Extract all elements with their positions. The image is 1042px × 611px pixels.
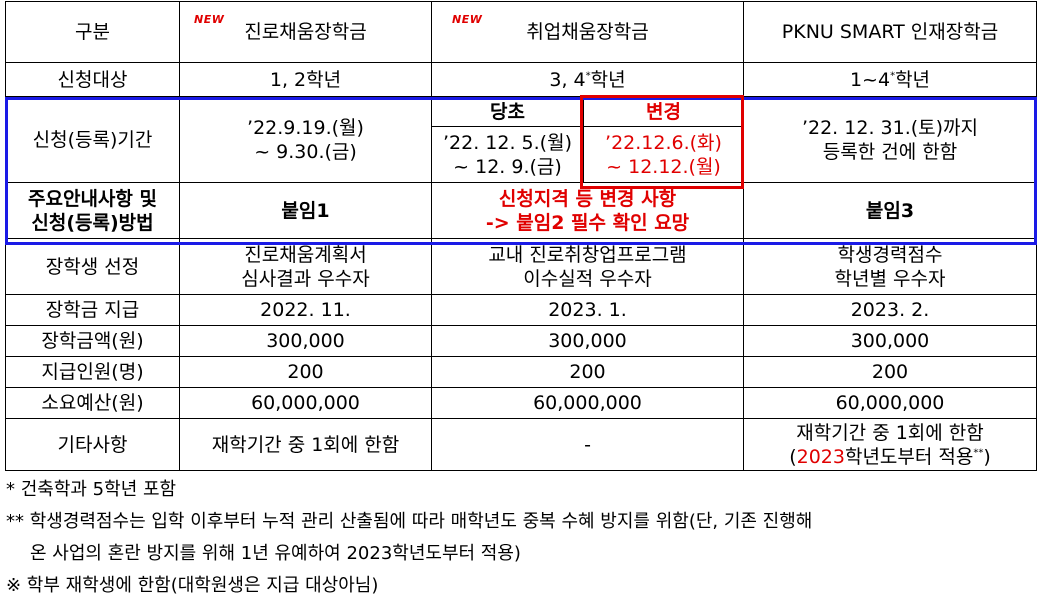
guide-employment: 신청지격 등 변경 사항 -> 붙임2 필수 확인 요망 — [431, 182, 744, 239]
new-tag: NEW — [194, 13, 225, 26]
scholarship-table: 구분 NEW 진로채움장학금 NEW 취업채움장학금 PKNU SMART 인재… — [5, 1, 1037, 471]
period-original-head: 당초 — [431, 96, 584, 127]
row-label-guide: 주요안내사항 및 신청(등록)방법 — [5, 182, 180, 239]
row-label-payment: 장학금 지급 — [5, 294, 180, 326]
row-label-count: 지급인원(명) — [5, 356, 180, 388]
amount-career: 300,000 — [179, 325, 432, 357]
guide-career: 붙임1 — [179, 182, 432, 239]
header-employment-label: 취업채움장학금 — [526, 21, 649, 43]
footnote-1: * 건축학과 5학년 포함 — [6, 479, 177, 500]
table-row: 소요예산(원) 60,000,000 60,000,000 60,000,000 — [5, 387, 1037, 419]
payment-career: 2022. 11. — [179, 294, 432, 326]
etc-smart: 재학기간 중 1회에 한함 (2023학년도부터 적용**) — [743, 418, 1037, 471]
selection-employment: 교내 진로취창업프로그램 이수실적 우수자 — [431, 238, 744, 295]
row-label-target: 신청대상 — [5, 62, 180, 97]
table-row: 장학금액(원) 300,000 300,000 300,000 — [5, 325, 1037, 357]
table-row: 신청(등록)기간 ’22.9.19.(월) ~ 9.30.(금) 당초 변경 ’2… — [5, 96, 1037, 183]
footnote-2: ** 학생경력점수는 입학 이후부터 누적 관리 산출됨에 따라 매학년도 중복… — [6, 511, 813, 532]
period-career: ’22.9.19.(월) ~ 9.30.(금) — [179, 96, 432, 183]
header-career-label: 진로채움장학금 — [244, 21, 367, 43]
budget-smart: 60,000,000 — [743, 387, 1037, 419]
row-label-period: 신청(등록)기간 — [5, 96, 180, 183]
table-row: 기타사항 재학기간 중 1회에 한함 - 재학기간 중 1회에 한함 (2023… — [5, 418, 1037, 471]
count-employment: 200 — [431, 356, 744, 388]
period-smart: ’22. 12. 31.(토)까지 등록한 건에 한함 — [743, 96, 1037, 183]
row-label-selection: 장학생 선정 — [5, 238, 180, 295]
table-row: 장학생 선정 진로채움계획서 심사결과 우수자 교내 진로취창업프로그램 이수실적 … — [5, 238, 1037, 295]
header-career-scholarship: NEW 진로채움장학금 — [179, 1, 432, 63]
budget-career: 60,000,000 — [179, 387, 432, 419]
payment-smart: 2023. 2. — [743, 294, 1037, 326]
etc-employment: - — [431, 418, 744, 471]
table-row: 지급인원(명) 200 200 200 — [5, 356, 1037, 388]
row-label-etc: 기타사항 — [5, 418, 180, 471]
period-changed: ’22.12.6.(화) ~ 12.12.(월) — [583, 126, 744, 183]
payment-employment: 2023. 1. — [431, 294, 744, 326]
period-original: ’22. 12. 5.(월) ~ 12. 9.(금) — [431, 126, 584, 183]
target-career: 1, 2학년 — [179, 62, 432, 97]
selection-smart: 학생경력점수 학년별 우수자 — [743, 238, 1037, 295]
new-tag: NEW — [452, 13, 483, 26]
selection-career: 진로채움계획서 심사결과 우수자 — [179, 238, 432, 295]
etc-career: 재학기간 중 1회에 한함 — [179, 418, 432, 471]
footnote-2-cont: 온 사업의 혼란 방지를 위해 1년 유예하여 2023학년도부터 적용) — [30, 543, 521, 564]
table-row: 장학금 지급 2022. 11. 2023. 1. 2023. 2. — [5, 294, 1037, 326]
amount-employment: 300,000 — [431, 325, 744, 357]
header-employment-scholarship: NEW 취업채움장학금 — [431, 1, 744, 63]
count-smart: 200 — [743, 356, 1037, 388]
row-label-budget: 소요예산(원) — [5, 387, 180, 419]
footnotes: * 건축학과 5학년 포함 ** 학생경력점수는 입학 이후부터 누적 관리 산… — [6, 474, 1036, 602]
period-changed-head: 변경 — [583, 96, 744, 127]
header-smart-scholarship: PKNU SMART 인재장학금 — [743, 1, 1037, 63]
amount-smart: 300,000 — [743, 325, 1037, 357]
guide-smart: 붙임3 — [743, 182, 1037, 239]
row-label-amount: 장학금액(원) — [5, 325, 180, 357]
header-category: 구분 — [5, 1, 180, 63]
target-smart: 1~4*학년 — [743, 62, 1037, 97]
table-row: 신청대상 1, 2학년 3, 4*학년 1~4*학년 — [5, 62, 1037, 97]
table-row: 주요안내사항 및 신청(등록)방법 붙임1 신청지격 등 변경 사항 -> 붙임2 … — [5, 182, 1037, 239]
header-row: 구분 NEW 진로채움장학금 NEW 취업채움장학금 PKNU SMART 인재… — [5, 1, 1037, 63]
target-employment: 3, 4*학년 — [431, 62, 744, 97]
footnote-3: ※ 학부 재학생에 한함(대학원생은 지급 대상아님) — [6, 575, 379, 596]
count-career: 200 — [179, 356, 432, 388]
budget-employment: 60,000,000 — [431, 387, 744, 419]
table-row: ’22. 12. 5.(월) ~ 12. 9.(금) ’22.12.6.(화) ~ … — [6, 126, 1037, 183]
